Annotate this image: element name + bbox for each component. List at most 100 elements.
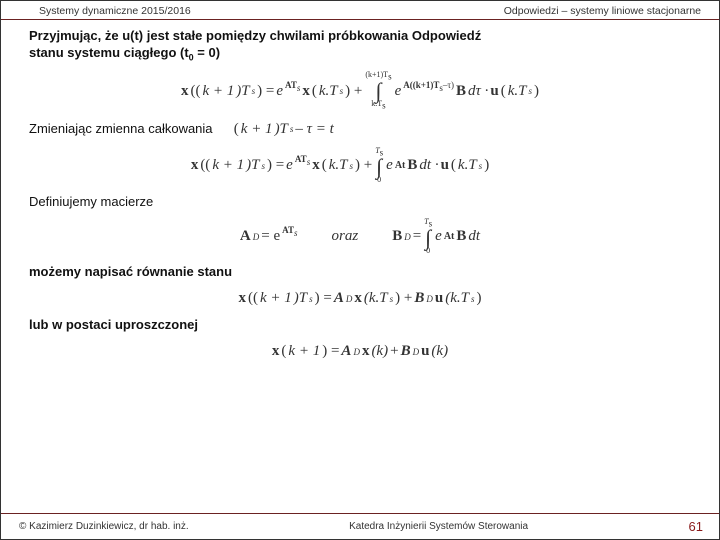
eq1-e2: e	[395, 83, 402, 100]
page-header: Systemy dynamiczne 2015/2016 Odpowiedzi …	[1, 1, 719, 20]
eq1-ts3: s	[529, 86, 533, 96]
eq2-o: ((	[200, 157, 210, 174]
eq1-open: ((	[190, 83, 200, 100]
header-right: Odpowiedzi – systemy liniowe stacjonarne	[504, 5, 701, 17]
eq4-k1: k + 1	[260, 290, 292, 307]
eq2-e1: e	[286, 157, 293, 174]
eq5-c: ) =	[322, 343, 339, 360]
eq2-expat: At	[395, 160, 406, 171]
eq3-A: A	[240, 228, 251, 245]
eq4-s2: s	[390, 294, 394, 304]
eq5-A: A	[341, 343, 351, 360]
eq2-x2: x	[312, 157, 320, 174]
eq5-x: x	[272, 343, 280, 360]
eq1-ao: (	[312, 83, 317, 100]
eq4-D2: D	[426, 294, 433, 304]
eq2-u: u	[441, 157, 449, 174]
eq4-A: A	[334, 290, 344, 307]
eqi-o: (	[234, 120, 239, 140]
equation-4: x ((k + 1)Ts ) = AD x (k.Ts) + BD u (k.T…	[29, 289, 691, 307]
eq1-a3c: )	[534, 83, 539, 100]
eq1-intlos: s	[382, 101, 386, 111]
equation-3: AD = eATs oraz BD = Ts ∫ 0 eAt Bdt	[29, 219, 691, 255]
eq3-D2: D	[404, 232, 411, 242]
p1-line2a: stanu systemu ciągłego (t	[29, 45, 189, 60]
eq1-close: )T	[236, 83, 249, 100]
page-footer: © Kazimierz Duzinkiewicz, dr hab. inż. K…	[1, 513, 719, 539]
footer-center: Katedra Inżynierii Systemów Sterowania	[349, 521, 528, 532]
eq3-exps: s	[294, 228, 298, 238]
eq4-arg: (k.T	[364, 290, 388, 307]
eq2-x: x	[191, 157, 199, 174]
eq1-dtau: dτ ·	[468, 83, 488, 100]
eq1-ts2: s	[340, 86, 344, 96]
eq1-ts: s	[252, 86, 256, 96]
eq3-expat: At	[444, 231, 455, 242]
eq4-s3: s	[471, 294, 475, 304]
eq5-argk2: (k)	[431, 343, 448, 360]
eq1-intups: s	[388, 72, 392, 82]
eq2-ao: (	[322, 157, 327, 174]
eq5-x2: x	[362, 343, 370, 360]
paragraph-3: Definiujemy macierze	[29, 194, 691, 211]
equation-1: x (( k + 1 )Ts ) = eATs x (k.Ts) + (k+1)…	[29, 72, 691, 110]
p2-text: Zmieniając zmienna całkowania	[29, 121, 213, 136]
eq1-eq: ) =	[257, 83, 274, 100]
eq3-D: D	[253, 232, 260, 242]
eq2-B: B	[407, 157, 417, 174]
eq4-s: s	[309, 294, 313, 304]
page-number: 61	[689, 519, 703, 534]
eq1-e1: e	[276, 83, 283, 100]
eq5-D: D	[353, 347, 360, 357]
eq5-u: u	[421, 343, 429, 360]
eq5-D2: D	[413, 347, 420, 357]
eq4-x: x	[239, 290, 247, 307]
footer-left: © Kazimierz Duzinkiewicz, dr hab. inż.	[19, 521, 189, 532]
paragraph-4: możemy napisać równanie stanu	[29, 264, 691, 281]
eq3-eq1: = e	[261, 228, 280, 245]
eq5-k1: k + 1	[288, 343, 320, 360]
eq1-k1: k + 1	[202, 83, 234, 100]
eq2-k1: k + 1	[212, 157, 244, 174]
header-left: Systemy dynamiczne 2015/2016	[39, 5, 191, 17]
eq2-intlo: 0	[377, 177, 381, 184]
eq1-a3o: (	[501, 83, 506, 100]
eq1-integral: (k+1)Ts ∫ k.Ts	[365, 72, 391, 110]
eq2-bdt: dt ·	[419, 157, 438, 174]
eqi-m: )T	[275, 120, 288, 140]
eq3-B: B	[392, 228, 402, 245]
eq4-B: B	[414, 290, 424, 307]
eq4-c: )T	[294, 290, 307, 307]
eq5-plus: +	[390, 343, 398, 360]
eq2-eq: ) =	[267, 157, 284, 174]
eq3-dt: dt	[468, 228, 480, 245]
eq2-a3o: (	[451, 157, 456, 174]
eq3-integral: Ts ∫ 0	[424, 219, 432, 255]
eqi-t: – τ = t	[295, 120, 333, 140]
eq1-x2: x	[302, 83, 310, 100]
eqi-s: s	[290, 124, 294, 136]
eq2-ts3: s	[479, 161, 483, 171]
eq2-exp1: AT	[295, 154, 307, 164]
eq4-plus: ) +	[395, 290, 412, 307]
eq1-exp2a: A((k+1)T	[403, 80, 439, 90]
eq3-intlo: 0	[426, 248, 430, 255]
eq4-x2: x	[354, 290, 362, 307]
eq4-u: u	[435, 290, 443, 307]
eq4-o: ((	[248, 290, 258, 307]
eq1-a3: k.T	[508, 83, 527, 100]
eq1-ac: ) +	[345, 83, 362, 100]
eq2-c: )T	[246, 157, 259, 174]
eq2-integral: Ts ∫ 0	[375, 148, 383, 184]
eq4-D: D	[346, 294, 353, 304]
paragraph-1: Przyjmując, że u(t) jest stałe pomiędzy …	[29, 28, 691, 64]
eq5-o: (	[281, 343, 286, 360]
eq1-u: u	[490, 83, 498, 100]
eq3-exp: AT	[282, 225, 294, 235]
eq3-oraz: oraz	[332, 228, 359, 245]
eq1-exp1s: s	[297, 83, 301, 93]
eq2-e2: e	[386, 157, 393, 174]
eq4-eq: ) =	[315, 290, 332, 307]
eq2-a3c: )	[484, 157, 489, 174]
eq3-e: e	[435, 228, 442, 245]
